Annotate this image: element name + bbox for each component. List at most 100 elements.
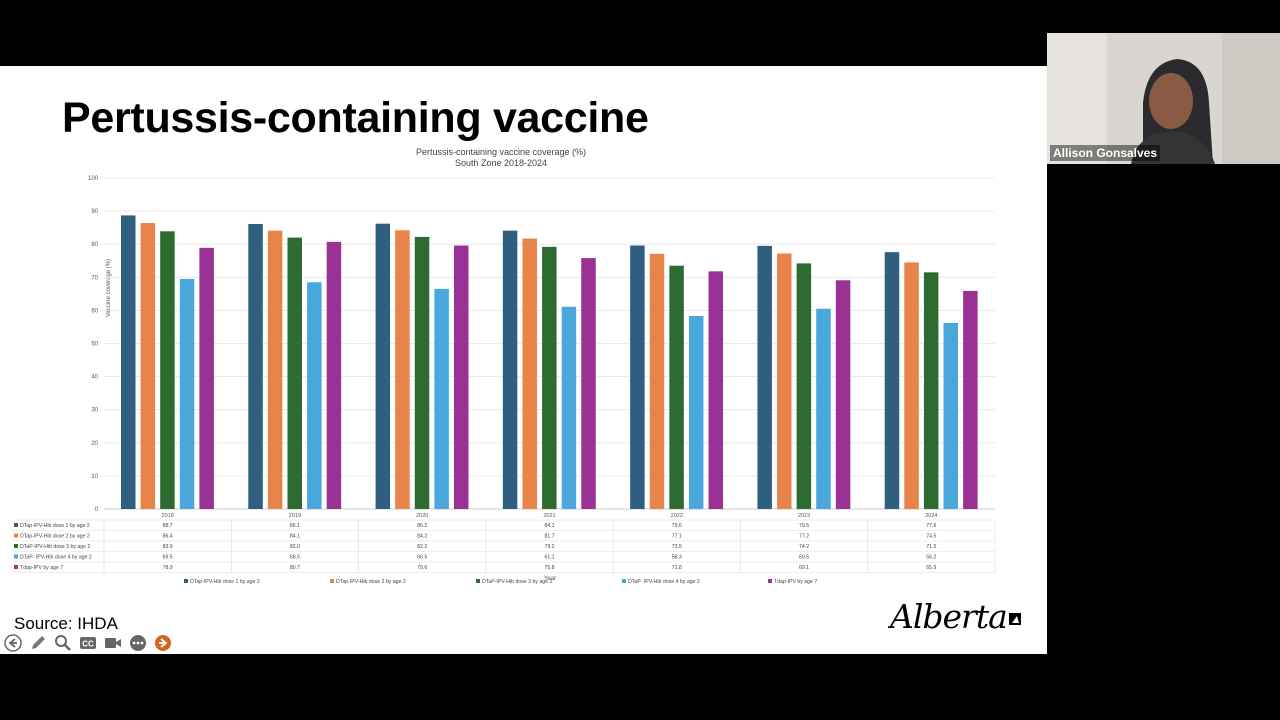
bar [581, 258, 596, 509]
table-cell: 66.5 [417, 555, 427, 561]
bar [561, 306, 577, 509]
bar [453, 245, 469, 510]
bar [796, 263, 812, 509]
bar [267, 230, 283, 509]
bar [121, 215, 136, 509]
bar [688, 316, 704, 509]
table-cell: 71.8 [672, 565, 682, 571]
bar [943, 322, 959, 509]
coverage-chart: Pertussis-containing vaccine coverage (%… [12, 147, 996, 585]
bar [904, 262, 919, 509]
bar [757, 245, 772, 510]
y-tick-label: 30 [91, 408, 98, 414]
data-table: DTap-IPV-Hib dose 1 by age 2 88.7 86.1 86.2… [12, 519, 996, 573]
bar [708, 271, 724, 509]
bar [502, 230, 518, 509]
y-tick-label: 10 [91, 474, 98, 480]
legend-label: DTap-IPV-Hib dose 1 by age 2 [190, 579, 260, 585]
table-row-label: DTap-IPV-Hib dose 2 by age 2 [20, 534, 90, 540]
bar [414, 236, 430, 509]
y-tick-label: 90 [91, 209, 98, 215]
slide-title: Pertussis-containing vaccine [62, 94, 649, 142]
participant-video[interactable]: Allison Gonsalves [1047, 33, 1280, 164]
table-cell: 86.4 [163, 534, 173, 540]
camera-icon[interactable] [103, 633, 123, 653]
table-row-label: DTaP-IPV-Hib dose 3 by age 2 [20, 544, 90, 550]
table-cell: 86.2 [417, 523, 427, 529]
legend-swatch [184, 579, 188, 583]
legend-label: DTap-IPV-Hib dose 2 by age 2 [336, 579, 406, 585]
bar [287, 237, 302, 509]
legend-label: Tdap-IPV by age 7 [774, 579, 817, 585]
legend-label: DTaP- IPV-Hib dose 4 by age 2 [628, 579, 700, 585]
table-row-swatch [14, 554, 18, 559]
table-cell: 74.2 [799, 544, 809, 550]
bar [669, 265, 684, 509]
y-tick-label: 50 [91, 342, 98, 348]
table-cell: 73.5 [672, 544, 682, 550]
table-cell: 74.5 [926, 534, 936, 540]
magnifier-icon[interactable] [53, 633, 73, 653]
participant-image [1047, 33, 1280, 164]
bar [326, 241, 342, 509]
table-row-label: Tdap-IPV by age 7 [20, 565, 63, 571]
legend-label: DTaP-IPV-Hib dose 3 by age 2 [482, 579, 552, 585]
chart-subtitle: South Zone 2018-2024 [455, 158, 547, 168]
legend-swatch [622, 579, 626, 583]
table-cell: 65.9 [926, 565, 936, 571]
table-cell: 75.8 [544, 565, 554, 571]
category-label: 2018 [162, 513, 174, 519]
bar [199, 247, 214, 509]
table-cell: 84.1 [544, 523, 554, 529]
participant-name: Allison Gonsalves [1050, 145, 1161, 161]
table-cell: 82.0 [290, 544, 300, 550]
x-axis-label: Year [544, 576, 556, 582]
source-note: Source: IHDA [14, 614, 118, 633]
table-cell: 81.7 [544, 534, 554, 540]
bar [923, 272, 939, 509]
table-cell: 88.7 [163, 523, 173, 529]
table-row-swatch [14, 565, 18, 569]
table-row-swatch [14, 533, 18, 538]
bar [835, 280, 851, 509]
table-row-label: DTaP- IPV-Hib dose 4 by age 2 [20, 555, 92, 561]
table-cell: 77.6 [926, 523, 936, 529]
bar [522, 238, 537, 509]
bar [179, 278, 195, 509]
pen-icon[interactable] [28, 633, 48, 653]
table-cell: 58.3 [672, 555, 682, 561]
bar [434, 288, 449, 509]
y-tick-label: 100 [88, 176, 99, 182]
table-cell: 71.5 [926, 544, 936, 550]
bars: 2018 2019 2020 2021 2022 2023 2024 [121, 215, 978, 519]
bar [777, 253, 792, 509]
bar [375, 223, 391, 510]
bar [963, 290, 978, 509]
legend-swatch [330, 579, 334, 583]
bar [160, 231, 175, 509]
back-arrow-icon[interactable] [3, 633, 23, 653]
bar [248, 224, 263, 509]
more-icon[interactable] [128, 633, 148, 653]
table-cell: 68.5 [290, 555, 300, 561]
table-cell: 84.1 [290, 534, 300, 540]
bar [816, 308, 831, 509]
table-cell: 79.6 [417, 565, 427, 571]
closed-caption-icon[interactable]: CC [78, 633, 98, 653]
table-cell: 84.2 [417, 534, 427, 540]
y-tick-label: 20 [91, 441, 98, 447]
category-label: 2020 [416, 513, 428, 519]
table-cell: 80.7 [290, 565, 300, 571]
category-label: 2019 [289, 513, 301, 519]
bar [630, 245, 645, 510]
table-cell: 61.1 [544, 555, 554, 561]
category-label: 2021 [543, 513, 555, 519]
bar [395, 230, 410, 509]
table-cell: 77.2 [799, 534, 809, 540]
table-cell: 78.9 [163, 565, 173, 571]
bar [307, 282, 322, 509]
bar [884, 252, 900, 510]
forward-arrow-icon[interactable] [153, 633, 173, 653]
table-cell: 77.1 [672, 534, 682, 540]
category-label: 2022 [671, 513, 683, 519]
